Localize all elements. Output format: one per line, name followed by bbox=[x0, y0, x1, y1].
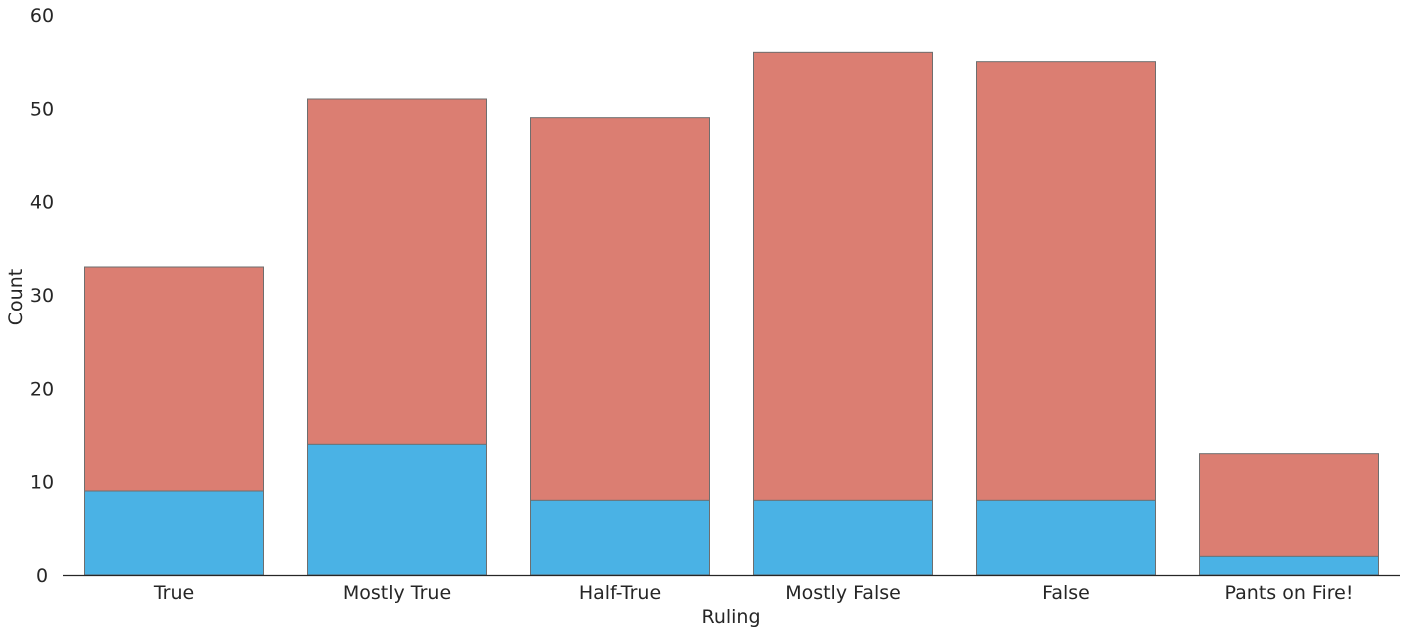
y-axis-label: Count bbox=[5, 269, 27, 325]
bar-series2-mostly-false bbox=[753, 499, 933, 576]
y-tick-label: 50 bbox=[30, 98, 54, 120]
bar-series1-false bbox=[976, 61, 1156, 576]
x-axis-label: Ruling bbox=[701, 606, 760, 628]
x-tick-label: Half-True bbox=[579, 582, 661, 604]
bar-series2-pants-on-fire bbox=[1199, 555, 1379, 576]
bars-group bbox=[84, 51, 1379, 576]
bar-series2-mostly-true bbox=[307, 443, 487, 576]
y-tick-label: 0 bbox=[36, 565, 48, 587]
y-tick-label: 10 bbox=[30, 472, 54, 494]
y-tick-label: 40 bbox=[30, 192, 54, 214]
bar-series2-half-true bbox=[530, 499, 710, 576]
x-tick-label: Mostly True bbox=[343, 582, 451, 604]
y-tick-labels: 0 10 20 30 40 50 60 bbox=[30, 5, 54, 587]
bar-series1-half-true bbox=[530, 117, 710, 576]
x-tick-label: Mostly False bbox=[785, 582, 901, 604]
x-tick-labels: True Mostly True Half-True Mostly False Fals… bbox=[153, 582, 1354, 604]
bar-series1-pants-on-fire bbox=[1199, 453, 1379, 576]
y-tick-label: 30 bbox=[30, 285, 54, 307]
y-tick-label: 60 bbox=[30, 5, 54, 27]
bar-series2-true bbox=[84, 490, 264, 576]
bar-series2-false bbox=[976, 499, 1156, 576]
x-tick-label: Pants on Fire! bbox=[1225, 582, 1354, 604]
y-tick-label: 20 bbox=[30, 378, 54, 400]
x-tick-label: False bbox=[1042, 582, 1090, 604]
x-tick-label: True bbox=[153, 582, 194, 604]
bar-series1-mostly-false bbox=[753, 51, 933, 576]
